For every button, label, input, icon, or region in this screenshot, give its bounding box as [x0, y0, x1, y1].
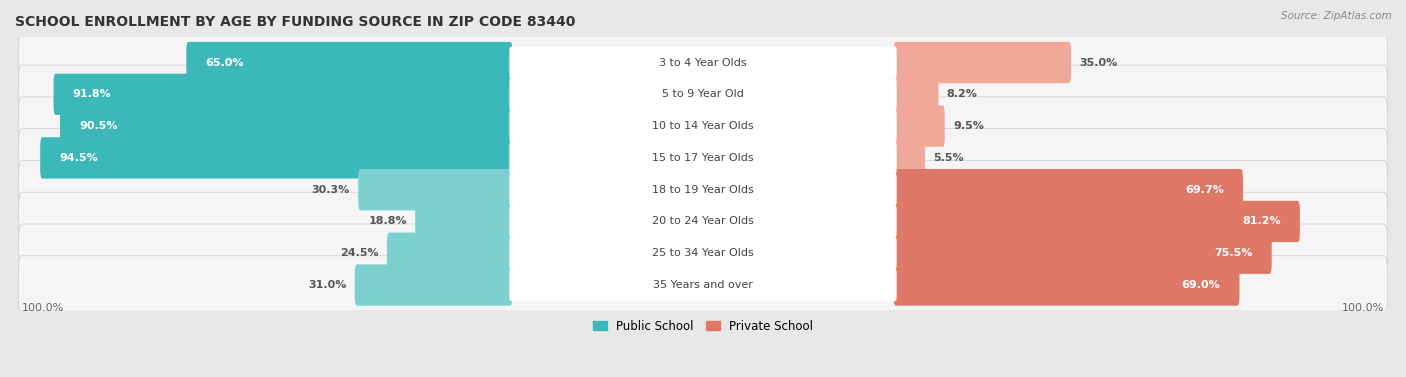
FancyBboxPatch shape	[509, 142, 897, 174]
Text: 30.3%: 30.3%	[312, 185, 350, 195]
Text: 24.5%: 24.5%	[340, 248, 378, 258]
Text: 100.0%: 100.0%	[1341, 303, 1384, 313]
Text: 75.5%: 75.5%	[1213, 248, 1253, 258]
FancyBboxPatch shape	[415, 201, 512, 242]
Text: 25 to 34 Year Olds: 25 to 34 Year Olds	[652, 248, 754, 258]
Text: 5 to 9 Year Old: 5 to 9 Year Old	[662, 89, 744, 99]
FancyBboxPatch shape	[509, 78, 897, 110]
FancyBboxPatch shape	[894, 106, 945, 147]
Text: 18 to 19 Year Olds: 18 to 19 Year Olds	[652, 185, 754, 195]
FancyBboxPatch shape	[359, 169, 512, 210]
Text: 65.0%: 65.0%	[205, 58, 245, 67]
FancyBboxPatch shape	[894, 201, 1301, 242]
FancyBboxPatch shape	[894, 233, 1271, 274]
FancyBboxPatch shape	[18, 192, 1388, 251]
FancyBboxPatch shape	[509, 269, 897, 301]
FancyBboxPatch shape	[18, 224, 1388, 282]
FancyBboxPatch shape	[509, 110, 897, 142]
Text: 91.8%: 91.8%	[73, 89, 111, 99]
Text: 31.0%: 31.0%	[308, 280, 346, 290]
FancyBboxPatch shape	[53, 74, 512, 115]
Text: SCHOOL ENROLLMENT BY AGE BY FUNDING SOURCE IN ZIP CODE 83440: SCHOOL ENROLLMENT BY AGE BY FUNDING SOUR…	[15, 15, 575, 29]
FancyBboxPatch shape	[894, 137, 925, 179]
FancyBboxPatch shape	[41, 137, 512, 179]
Text: 69.0%: 69.0%	[1181, 280, 1220, 290]
Text: 18.8%: 18.8%	[368, 216, 406, 227]
Text: 100.0%: 100.0%	[22, 303, 65, 313]
Text: 94.5%: 94.5%	[59, 153, 98, 163]
Text: 69.7%: 69.7%	[1185, 185, 1223, 195]
FancyBboxPatch shape	[18, 256, 1388, 314]
FancyBboxPatch shape	[387, 233, 512, 274]
FancyBboxPatch shape	[18, 33, 1388, 92]
FancyBboxPatch shape	[509, 47, 897, 78]
FancyBboxPatch shape	[894, 264, 1240, 306]
Text: 5.5%: 5.5%	[934, 153, 965, 163]
Text: 15 to 17 Year Olds: 15 to 17 Year Olds	[652, 153, 754, 163]
Legend: Public School, Private School: Public School, Private School	[588, 315, 818, 337]
FancyBboxPatch shape	[509, 174, 897, 205]
Text: 10 to 14 Year Olds: 10 to 14 Year Olds	[652, 121, 754, 131]
FancyBboxPatch shape	[894, 74, 938, 115]
FancyBboxPatch shape	[354, 264, 512, 306]
Text: Source: ZipAtlas.com: Source: ZipAtlas.com	[1281, 11, 1392, 21]
FancyBboxPatch shape	[509, 205, 897, 238]
Text: 9.5%: 9.5%	[953, 121, 984, 131]
FancyBboxPatch shape	[18, 97, 1388, 155]
FancyBboxPatch shape	[187, 42, 512, 83]
FancyBboxPatch shape	[18, 161, 1388, 219]
Text: 20 to 24 Year Olds: 20 to 24 Year Olds	[652, 216, 754, 227]
FancyBboxPatch shape	[18, 65, 1388, 124]
Text: 35 Years and over: 35 Years and over	[652, 280, 754, 290]
Text: 8.2%: 8.2%	[946, 89, 977, 99]
FancyBboxPatch shape	[18, 129, 1388, 187]
FancyBboxPatch shape	[509, 238, 897, 269]
Text: 3 to 4 Year Olds: 3 to 4 Year Olds	[659, 58, 747, 67]
Text: 35.0%: 35.0%	[1080, 58, 1118, 67]
FancyBboxPatch shape	[894, 42, 1071, 83]
FancyBboxPatch shape	[60, 106, 512, 147]
Text: 90.5%: 90.5%	[79, 121, 118, 131]
FancyBboxPatch shape	[894, 169, 1243, 210]
Text: 81.2%: 81.2%	[1241, 216, 1281, 227]
